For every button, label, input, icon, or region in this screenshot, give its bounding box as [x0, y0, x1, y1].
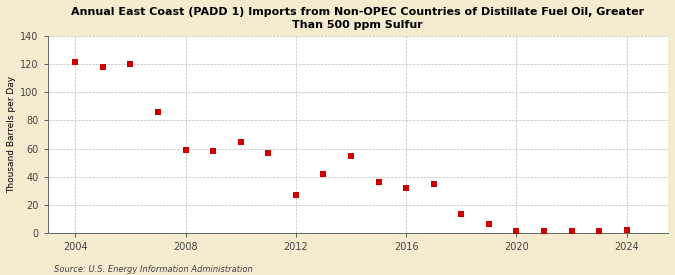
Point: [208, 149, 219, 153]
Y-axis label: Thousand Barrels per Day: Thousand Barrels per Day: [7, 76, 16, 193]
Point: [401, 186, 412, 190]
Text: Source: U.S. Energy Information Administration: Source: U.S. Energy Information Administ…: [54, 265, 252, 274]
Point: [290, 192, 301, 197]
Point: [511, 229, 522, 233]
Point: [318, 172, 329, 176]
Point: [263, 150, 273, 155]
Point: [428, 181, 439, 186]
Point: [97, 65, 108, 70]
Point: [70, 59, 80, 64]
Point: [621, 227, 632, 232]
Point: [125, 62, 136, 67]
Point: [483, 222, 494, 226]
Title: Annual East Coast (PADD 1) Imports from Non-OPEC Countries of Distillate Fuel Oi: Annual East Coast (PADD 1) Imports from …: [72, 7, 645, 30]
Point: [153, 110, 163, 114]
Point: [180, 148, 191, 152]
Point: [594, 229, 605, 233]
Point: [346, 153, 356, 158]
Point: [236, 139, 246, 144]
Point: [566, 229, 577, 233]
Point: [539, 229, 549, 233]
Point: [456, 212, 466, 216]
Point: [373, 180, 384, 184]
